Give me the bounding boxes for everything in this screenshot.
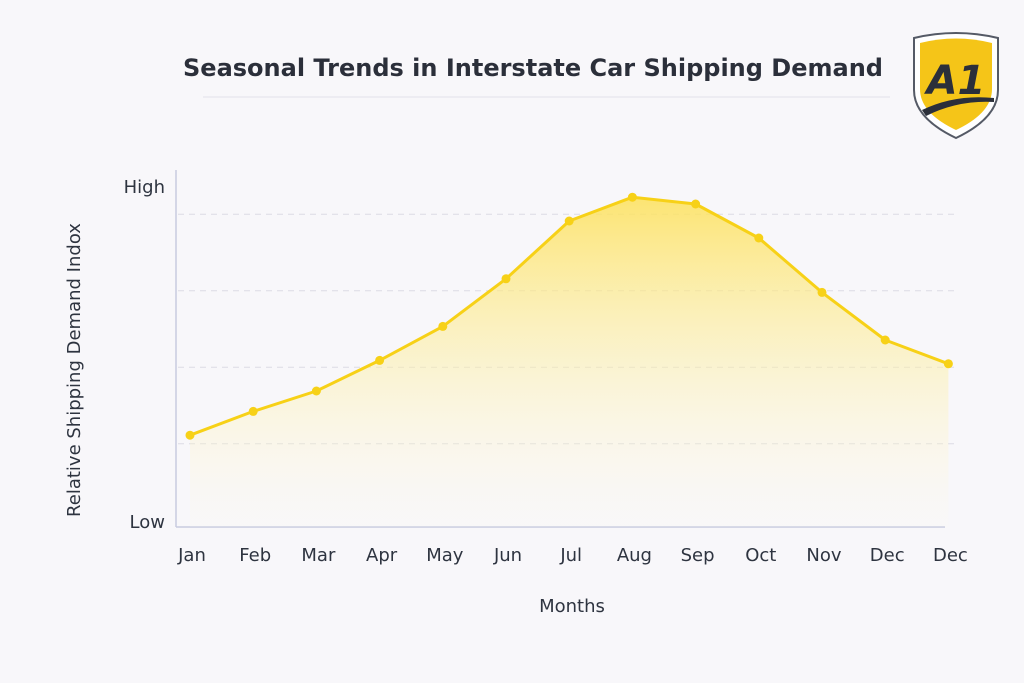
data-point-may	[438, 321, 448, 331]
chart-title: Seasonal Trends in Interstate Car Shippi…	[183, 54, 883, 82]
data-point-nov	[817, 287, 827, 297]
x-tick-label: Dec	[933, 545, 968, 566]
x-tick-label: Jan	[177, 545, 206, 566]
data-point-jun	[501, 274, 511, 284]
data-point-dec	[880, 335, 890, 345]
x-tick-label: Dec	[870, 545, 905, 566]
x-tick-label: Aug	[617, 545, 652, 566]
x-tick-label: Feb	[239, 545, 271, 566]
x-tick-labels: Jan Feb Mar Apr May Jun Jul Aug Sep Oct Nov Dec Dec	[177, 545, 968, 566]
y-axis-label: Relative Shipping Demand Indox	[64, 223, 85, 517]
area-fill	[190, 197, 949, 527]
data-point-mar	[311, 386, 321, 396]
data-point-feb	[248, 406, 258, 416]
x-tick-label: Mar	[301, 545, 336, 566]
data-points	[185, 192, 953, 440]
x-tick-label: Jun	[493, 545, 522, 566]
data-point-dec	[943, 359, 953, 369]
x-tick-label: Sep	[681, 545, 715, 566]
data-point-apr	[375, 355, 385, 365]
x-tick-label: May	[426, 545, 464, 566]
logo: A1	[913, 32, 999, 140]
data-point-oct	[754, 233, 764, 243]
x-tick-label: Oct	[745, 545, 776, 566]
x-tick-label: Jul	[559, 545, 582, 566]
x-axis-label: Months	[539, 596, 605, 617]
x-tick-label: Apr	[366, 545, 398, 566]
data-point-aug	[627, 192, 637, 202]
svg-text:A1: A1	[924, 58, 986, 104]
data-point-jul	[564, 216, 574, 226]
y-tick-low: Low	[130, 512, 165, 533]
y-tick-high: High	[124, 177, 165, 198]
data-point-sep	[691, 199, 701, 209]
data-point-jan	[185, 430, 195, 440]
x-tick-label: Nov	[806, 545, 841, 566]
